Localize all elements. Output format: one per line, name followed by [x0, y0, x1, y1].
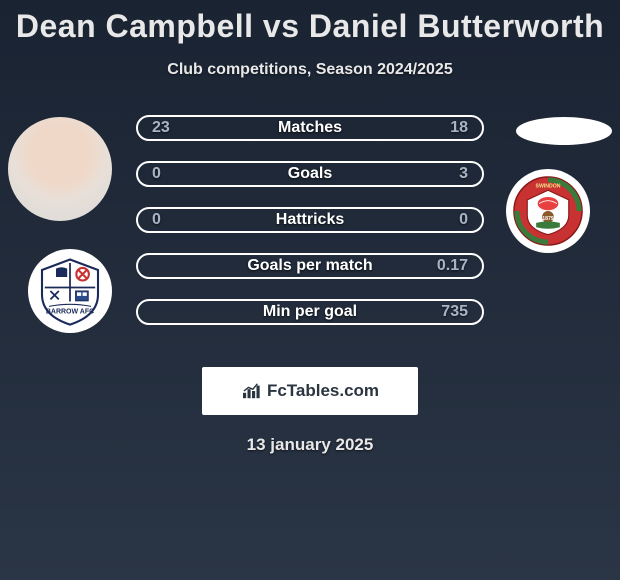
- stat-label: Goals per match: [247, 257, 372, 275]
- player-right-avatar: [516, 117, 612, 145]
- branding-text: FcTables.com: [267, 381, 379, 401]
- stat-right-value: 0: [438, 211, 468, 229]
- branding-box: FcTables.com: [202, 367, 418, 415]
- stat-rows: 23 Matches 18 0 Goals 3 0 Hattricks 0 Go…: [136, 115, 484, 345]
- subtitle: Club competitions, Season 2024/2025: [0, 61, 620, 79]
- stat-row-matches: 23 Matches 18: [136, 115, 484, 141]
- stat-left-value: 0: [152, 165, 182, 183]
- svg-text:BARROW AFC: BARROW AFC: [46, 308, 94, 315]
- svg-text:SWINDON: SWINDON: [536, 183, 561, 189]
- page-title: Dean Campbell vs Daniel Butterworth: [0, 0, 620, 45]
- club-badge-left: BARROW AFC: [28, 249, 112, 333]
- date-text: 13 january 2025: [0, 435, 620, 455]
- swindon-town-crest-icon: SWINDON 1879: [511, 174, 585, 248]
- barrow-afc-crest-icon: BARROW AFC: [35, 256, 105, 326]
- stat-row-hattricks: 0 Hattricks 0: [136, 207, 484, 233]
- player-left-avatar: [8, 117, 112, 221]
- stat-label: Min per goal: [263, 303, 357, 321]
- stat-left-value: 0: [152, 211, 182, 229]
- stat-left-value: 23: [152, 119, 182, 137]
- chart-icon: [241, 382, 263, 400]
- svg-text:1879: 1879: [542, 216, 554, 222]
- club-badge-right: SWINDON 1879: [506, 169, 590, 253]
- stat-right-value: 0.17: [437, 257, 468, 275]
- stat-row-goals-per-match: Goals per match 0.17: [136, 253, 484, 279]
- comparison-content: BARROW AFC SWINDON 1879 23 Matches 18 0 …: [0, 109, 620, 349]
- stat-label: Matches: [278, 119, 342, 137]
- stat-row-min-per-goal: Min per goal 735: [136, 299, 484, 325]
- stat-right-value: 18: [438, 119, 468, 137]
- stat-label: Goals: [288, 165, 332, 183]
- stat-right-value: 735: [438, 303, 468, 321]
- stat-right-value: 3: [438, 165, 468, 183]
- stat-row-goals: 0 Goals 3: [136, 161, 484, 187]
- stat-label: Hattricks: [276, 211, 344, 229]
